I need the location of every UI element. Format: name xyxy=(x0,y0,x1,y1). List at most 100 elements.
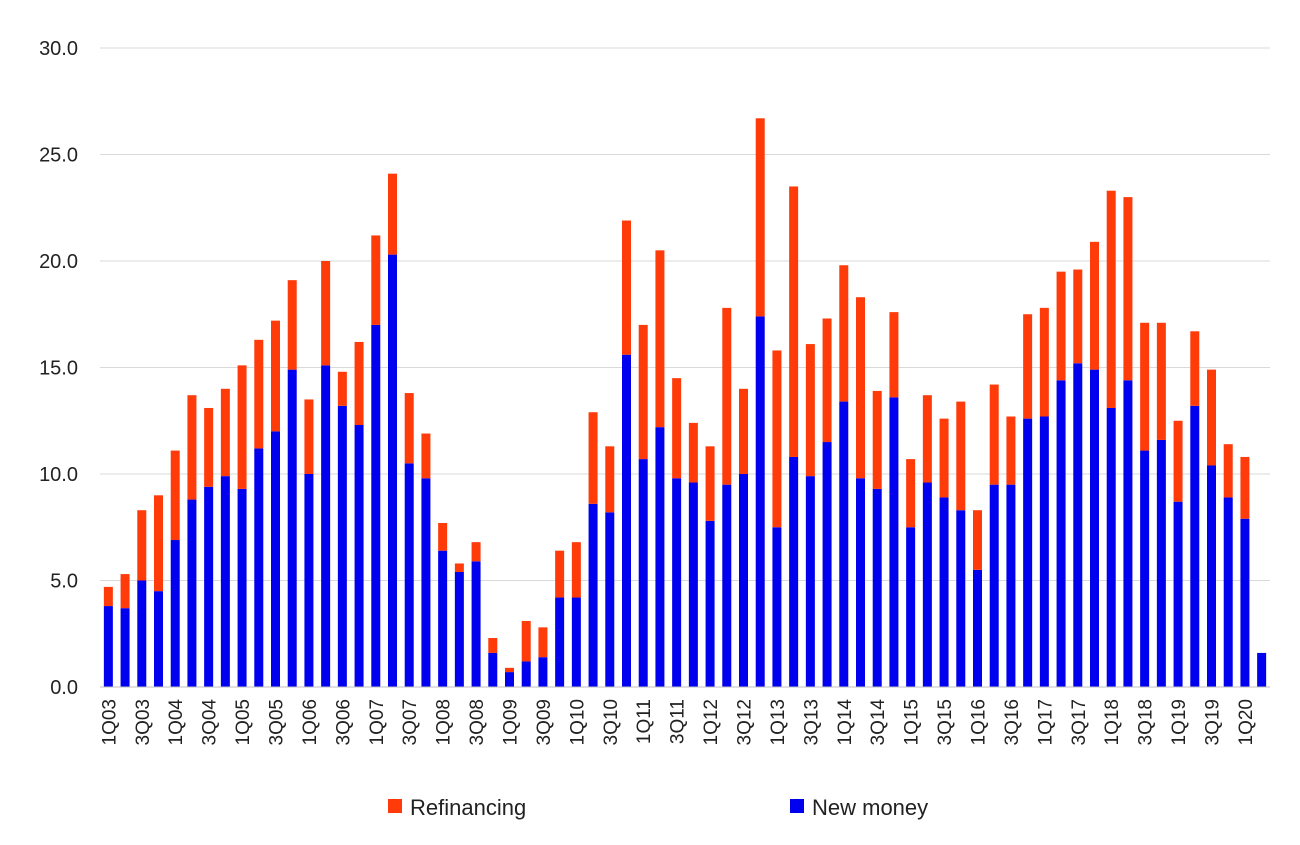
y-axis: 0.0 5.0 10.0 15.0 20.0 25.0 30.0 xyxy=(39,38,78,699)
bar-refinancing xyxy=(371,235,381,325)
bar-new-money xyxy=(287,369,297,687)
bar-group xyxy=(237,365,247,687)
bar-group xyxy=(505,667,514,687)
bar-group xyxy=(271,320,280,687)
bar-group xyxy=(187,395,197,687)
y-tick-label: 25.0 xyxy=(39,145,78,167)
bar-refinancing xyxy=(103,586,113,607)
bar-group xyxy=(973,510,982,687)
bar-new-money xyxy=(404,463,414,687)
bar-group xyxy=(488,638,498,687)
bar-new-money xyxy=(304,474,314,687)
bar-new-money xyxy=(1056,380,1066,687)
bar-new-money xyxy=(1257,652,1267,687)
bar-group xyxy=(1123,197,1133,687)
y-tick-label: 0.0 xyxy=(50,677,78,699)
bar-refinancing xyxy=(839,265,849,402)
x-tick-label: 1Q11 xyxy=(634,699,655,744)
x-tick-label: 3Q17 xyxy=(1069,699,1090,745)
x-tick-label: 3Q12 xyxy=(735,699,756,745)
bar-refinancing xyxy=(354,341,364,426)
bar-group xyxy=(939,418,949,687)
bar-group xyxy=(1056,271,1066,687)
bar-group xyxy=(1006,416,1016,687)
bar-refinancing xyxy=(655,250,665,428)
bar-refinancing xyxy=(488,638,498,653)
bar-group xyxy=(722,307,732,687)
bar-group xyxy=(755,118,765,687)
x-tick-label: 1Q05 xyxy=(233,699,254,745)
bar-new-money xyxy=(805,476,815,687)
x-tick-label: 3Q13 xyxy=(801,699,822,745)
x-tick-label: 1Q09 xyxy=(501,699,522,745)
bar-group xyxy=(1073,269,1083,687)
bar-group xyxy=(588,412,598,687)
bar-group xyxy=(655,250,665,687)
bar-new-money xyxy=(103,606,113,687)
bar-refinancing xyxy=(1156,322,1166,440)
bar-group xyxy=(1023,314,1033,687)
bar-refinancing xyxy=(822,318,832,443)
y-tick-label: 10.0 xyxy=(39,464,78,486)
bar-group xyxy=(438,522,448,687)
bars xyxy=(103,118,1267,688)
bar-refinancing xyxy=(688,422,698,483)
x-tick-label: 3Q14 xyxy=(868,699,889,746)
bar-new-money xyxy=(839,401,849,687)
x-tick-label: 3Q03 xyxy=(133,699,154,745)
bar-new-money xyxy=(889,397,899,687)
bar-new-money xyxy=(1023,418,1033,687)
bar-group xyxy=(1240,456,1250,687)
bar-refinancing xyxy=(538,627,548,658)
bar-new-money xyxy=(471,561,481,687)
bar-refinancing xyxy=(973,510,982,570)
bar-refinancing xyxy=(588,412,598,504)
y-tick-label: 15.0 xyxy=(39,358,78,380)
bar-new-money xyxy=(1090,369,1099,687)
bar-group xyxy=(922,395,932,687)
bar-group xyxy=(605,446,615,687)
bar-group xyxy=(538,627,548,687)
legend-label: Refinancing xyxy=(410,795,526,820)
bar-refinancing xyxy=(989,384,999,485)
bar-group xyxy=(254,339,264,687)
bar-group xyxy=(471,542,481,687)
legend-item: Refinancing xyxy=(388,795,526,820)
bar-new-money xyxy=(137,580,147,687)
bar-new-money xyxy=(120,608,130,687)
bar-refinancing xyxy=(404,393,414,464)
bar-group xyxy=(1223,444,1233,687)
x-tick-label: 3Q15 xyxy=(935,699,956,745)
bar-refinancing xyxy=(388,173,397,255)
legend-swatch xyxy=(388,799,402,813)
x-axis: 1Q03 3Q03 1Q04 3Q04 1Q05 3Q05 1Q06 3Q06 1Q07 3Q07… xyxy=(99,686,1270,746)
bar-group xyxy=(571,542,581,687)
bar-refinancing xyxy=(638,324,648,460)
bar-new-money xyxy=(1190,405,1200,687)
bar-group xyxy=(1257,652,1267,687)
bar-refinancing xyxy=(1140,322,1150,451)
bar-refinancing xyxy=(254,339,264,449)
bar-refinancing xyxy=(304,399,314,474)
bar-group xyxy=(1039,307,1049,687)
bar-new-money xyxy=(438,550,448,687)
bar-group xyxy=(889,312,899,687)
x-tick-label: 1Q16 xyxy=(969,699,990,745)
bar-group xyxy=(521,620,531,687)
bar-new-money xyxy=(521,661,531,687)
bar-new-money xyxy=(688,482,698,687)
bar-group xyxy=(120,574,130,687)
bar-refinancing xyxy=(555,550,565,598)
bar-new-money xyxy=(371,324,381,687)
bar-new-money xyxy=(822,442,832,687)
x-tick-label: 1Q15 xyxy=(902,699,923,745)
bar-new-money xyxy=(1223,497,1233,687)
bar-refinancing xyxy=(722,307,732,485)
bar-refinancing xyxy=(337,371,347,406)
x-tick-label: 1Q07 xyxy=(367,699,388,745)
bar-group xyxy=(337,371,347,687)
bar-new-money xyxy=(655,427,665,687)
bar-new-money xyxy=(1207,465,1216,687)
bar-refinancing xyxy=(805,344,815,477)
